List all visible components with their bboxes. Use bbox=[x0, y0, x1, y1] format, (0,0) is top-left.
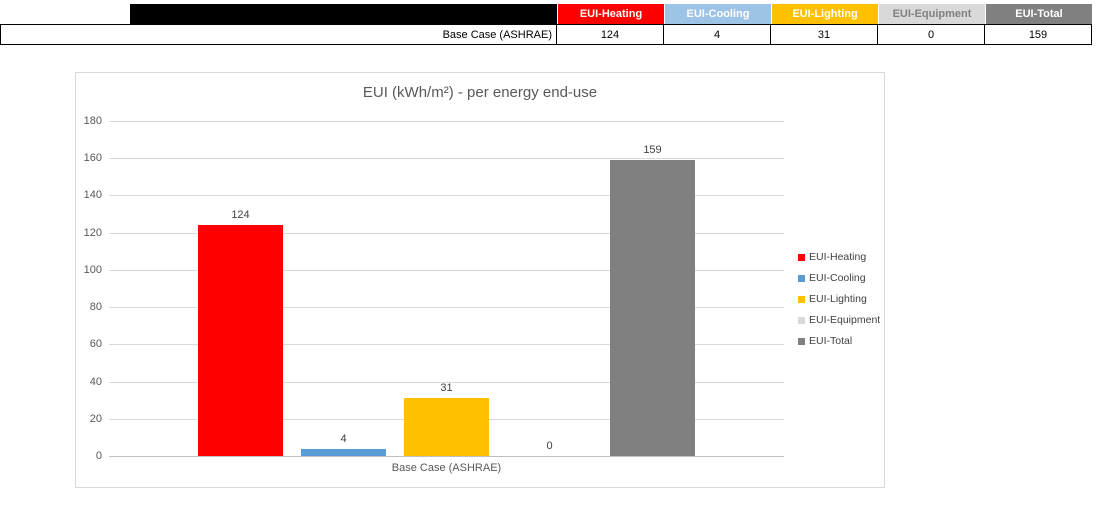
y-tick-label: 20 bbox=[89, 412, 102, 425]
bar-group-eui-equipment: 0 bbox=[507, 121, 592, 456]
value-cell-eui-total[interactable]: 159 bbox=[985, 24, 1092, 45]
y-tick-label: 100 bbox=[83, 263, 102, 276]
table-header-row: EUI-Heating EUI-Cooling EUI-Lighting EUI-Eq… bbox=[0, 4, 1092, 24]
value-cell-eui-equipment[interactable]: 0 bbox=[878, 24, 985, 45]
legend-swatch-icon bbox=[798, 316, 805, 324]
bar-value-label: 31 bbox=[440, 382, 453, 395]
y-tick-label: 80 bbox=[89, 301, 102, 314]
gridline bbox=[109, 344, 784, 346]
eui-bar-chart[interactable]: EUI (kWh/m²) - per energy end-use 0 20 40 6… bbox=[75, 72, 885, 488]
header-cell-eui-cooling[interactable]: EUI-Cooling bbox=[664, 4, 771, 24]
bar-group-eui-cooling: 4 bbox=[301, 121, 386, 456]
chart-legend: EUI-Heating EUI-Cooling EUI-Lighting EUI-Eq… bbox=[798, 251, 880, 356]
bar-eui-total bbox=[610, 160, 695, 456]
bars-group: 124 4 31 0 159 bbox=[109, 121, 784, 456]
header-cell-eui-lighting[interactable]: EUI-Lighting bbox=[771, 4, 878, 24]
legend-swatch-icon bbox=[798, 337, 805, 345]
gridline bbox=[109, 307, 784, 309]
bar-value-label: 159 bbox=[643, 144, 662, 157]
legend-label: EUI-Total bbox=[809, 335, 853, 347]
gridline bbox=[109, 121, 784, 122]
gridline bbox=[109, 269, 784, 271]
summary-table: EUI-Heating EUI-Cooling EUI-Lighting EUI-Eq… bbox=[0, 4, 1092, 45]
legend-label: EUI-Heating bbox=[809, 251, 867, 263]
x-axis-line bbox=[109, 456, 784, 457]
y-tick-label: 160 bbox=[83, 152, 102, 165]
bar-eui-lighting bbox=[404, 398, 489, 456]
legend-item-eui-heating: EUI-Heating bbox=[798, 251, 880, 263]
value-cell-eui-heating[interactable]: 124 bbox=[557, 24, 664, 45]
header-black-bar bbox=[130, 4, 557, 24]
y-tick-label: 40 bbox=[89, 375, 102, 388]
legend-label: EUI-Cooling bbox=[809, 272, 866, 284]
bar-value-label: 4 bbox=[340, 432, 347, 445]
bar-value-label: 124 bbox=[231, 209, 250, 222]
gridline bbox=[109, 158, 784, 160]
gridline bbox=[109, 195, 784, 197]
bar-value-label: 0 bbox=[546, 440, 553, 452]
legend-label: EUI-Equipment bbox=[809, 314, 881, 326]
y-tick-label: 60 bbox=[89, 338, 102, 351]
header-cell-eui-heating[interactable]: EUI-Heating bbox=[557, 4, 664, 24]
gridline bbox=[109, 381, 784, 383]
bar-eui-heating bbox=[198, 225, 283, 456]
header-spacer bbox=[0, 4, 130, 24]
legend-label: EUI-Lighting bbox=[809, 293, 867, 305]
legend-item-eui-lighting: EUI-Lighting bbox=[798, 293, 880, 305]
row-label-cell[interactable]: Base Case (ASHRAE) bbox=[0, 24, 557, 45]
value-cell-eui-lighting[interactable]: 31 bbox=[771, 24, 878, 45]
legend-swatch-icon bbox=[798, 295, 805, 303]
table-data-row: Base Case (ASHRAE) 124 4 31 0 159 bbox=[0, 24, 1092, 45]
chart-title: EUI (kWh/m²) - per energy end-use bbox=[362, 84, 598, 101]
bar-eui-cooling bbox=[301, 448, 386, 456]
legend-swatch-icon bbox=[798, 253, 805, 261]
y-tick-label: 120 bbox=[83, 226, 102, 239]
bar-group-eui-lighting: 31 bbox=[404, 121, 489, 456]
legend-item-eui-cooling: EUI-Cooling bbox=[798, 272, 880, 284]
x-axis-category-label: Base Case (ASHRAE) bbox=[391, 462, 502, 474]
y-tick-label: 180 bbox=[83, 115, 102, 127]
plot-area: 0 20 40 60 80 100 120 140 160 180 124 4 31 0 159 bbox=[84, 115, 784, 462]
bar-group-eui-heating: 124 bbox=[198, 121, 283, 456]
legend-item-eui-equipment: EUI-Equipment bbox=[798, 314, 880, 326]
y-tick-label: 140 bbox=[83, 189, 102, 202]
header-cell-eui-total[interactable]: EUI-Total bbox=[985, 4, 1092, 24]
header-cell-eui-equipment[interactable]: EUI-Equipment bbox=[878, 4, 985, 24]
legend-swatch-icon bbox=[798, 274, 805, 282]
legend-item-eui-total: EUI-Total bbox=[798, 335, 880, 347]
bar-group-eui-total: 159 bbox=[610, 121, 695, 456]
value-cell-eui-cooling[interactable]: 4 bbox=[664, 24, 771, 45]
y-tick-label: 0 bbox=[95, 450, 102, 462]
gridline bbox=[109, 232, 784, 234]
